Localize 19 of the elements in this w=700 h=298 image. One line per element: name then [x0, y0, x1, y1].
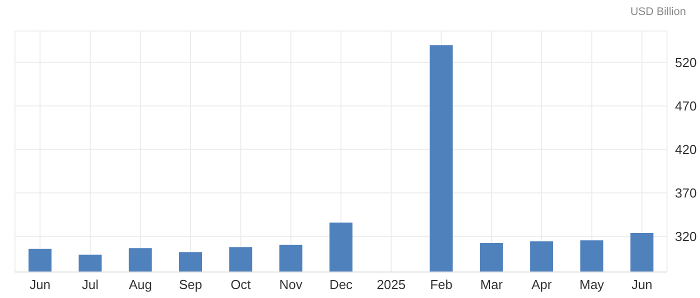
x-tick-label: Apr	[532, 277, 552, 292]
y-tick-label: 420	[675, 142, 697, 157]
y-tick-label: 470	[675, 98, 697, 114]
x-tick-label: Jun	[30, 277, 51, 292]
x-tick-label: Jul	[82, 277, 99, 292]
y-tick-label: 370	[675, 185, 697, 200]
x-tick-label: 2025	[376, 277, 406, 292]
y-axis-title: USD Billion	[630, 6, 686, 18]
y-tick-label: 320	[675, 228, 697, 244]
x-tick-label: Nov	[279, 277, 303, 292]
y-tick-label: 520	[675, 54, 697, 70]
x-tick-label: Sep	[178, 277, 202, 292]
x-tick-label: May	[579, 277, 605, 292]
x-tick-label: Oct	[230, 277, 252, 292]
x-tick-label: Aug	[128, 277, 152, 292]
x-tick-label: Mar	[480, 277, 504, 292]
x-tick-label: Jun	[631, 277, 652, 292]
x-tick-label: Feb	[430, 277, 453, 292]
x-tick-label: Dec	[329, 277, 354, 292]
